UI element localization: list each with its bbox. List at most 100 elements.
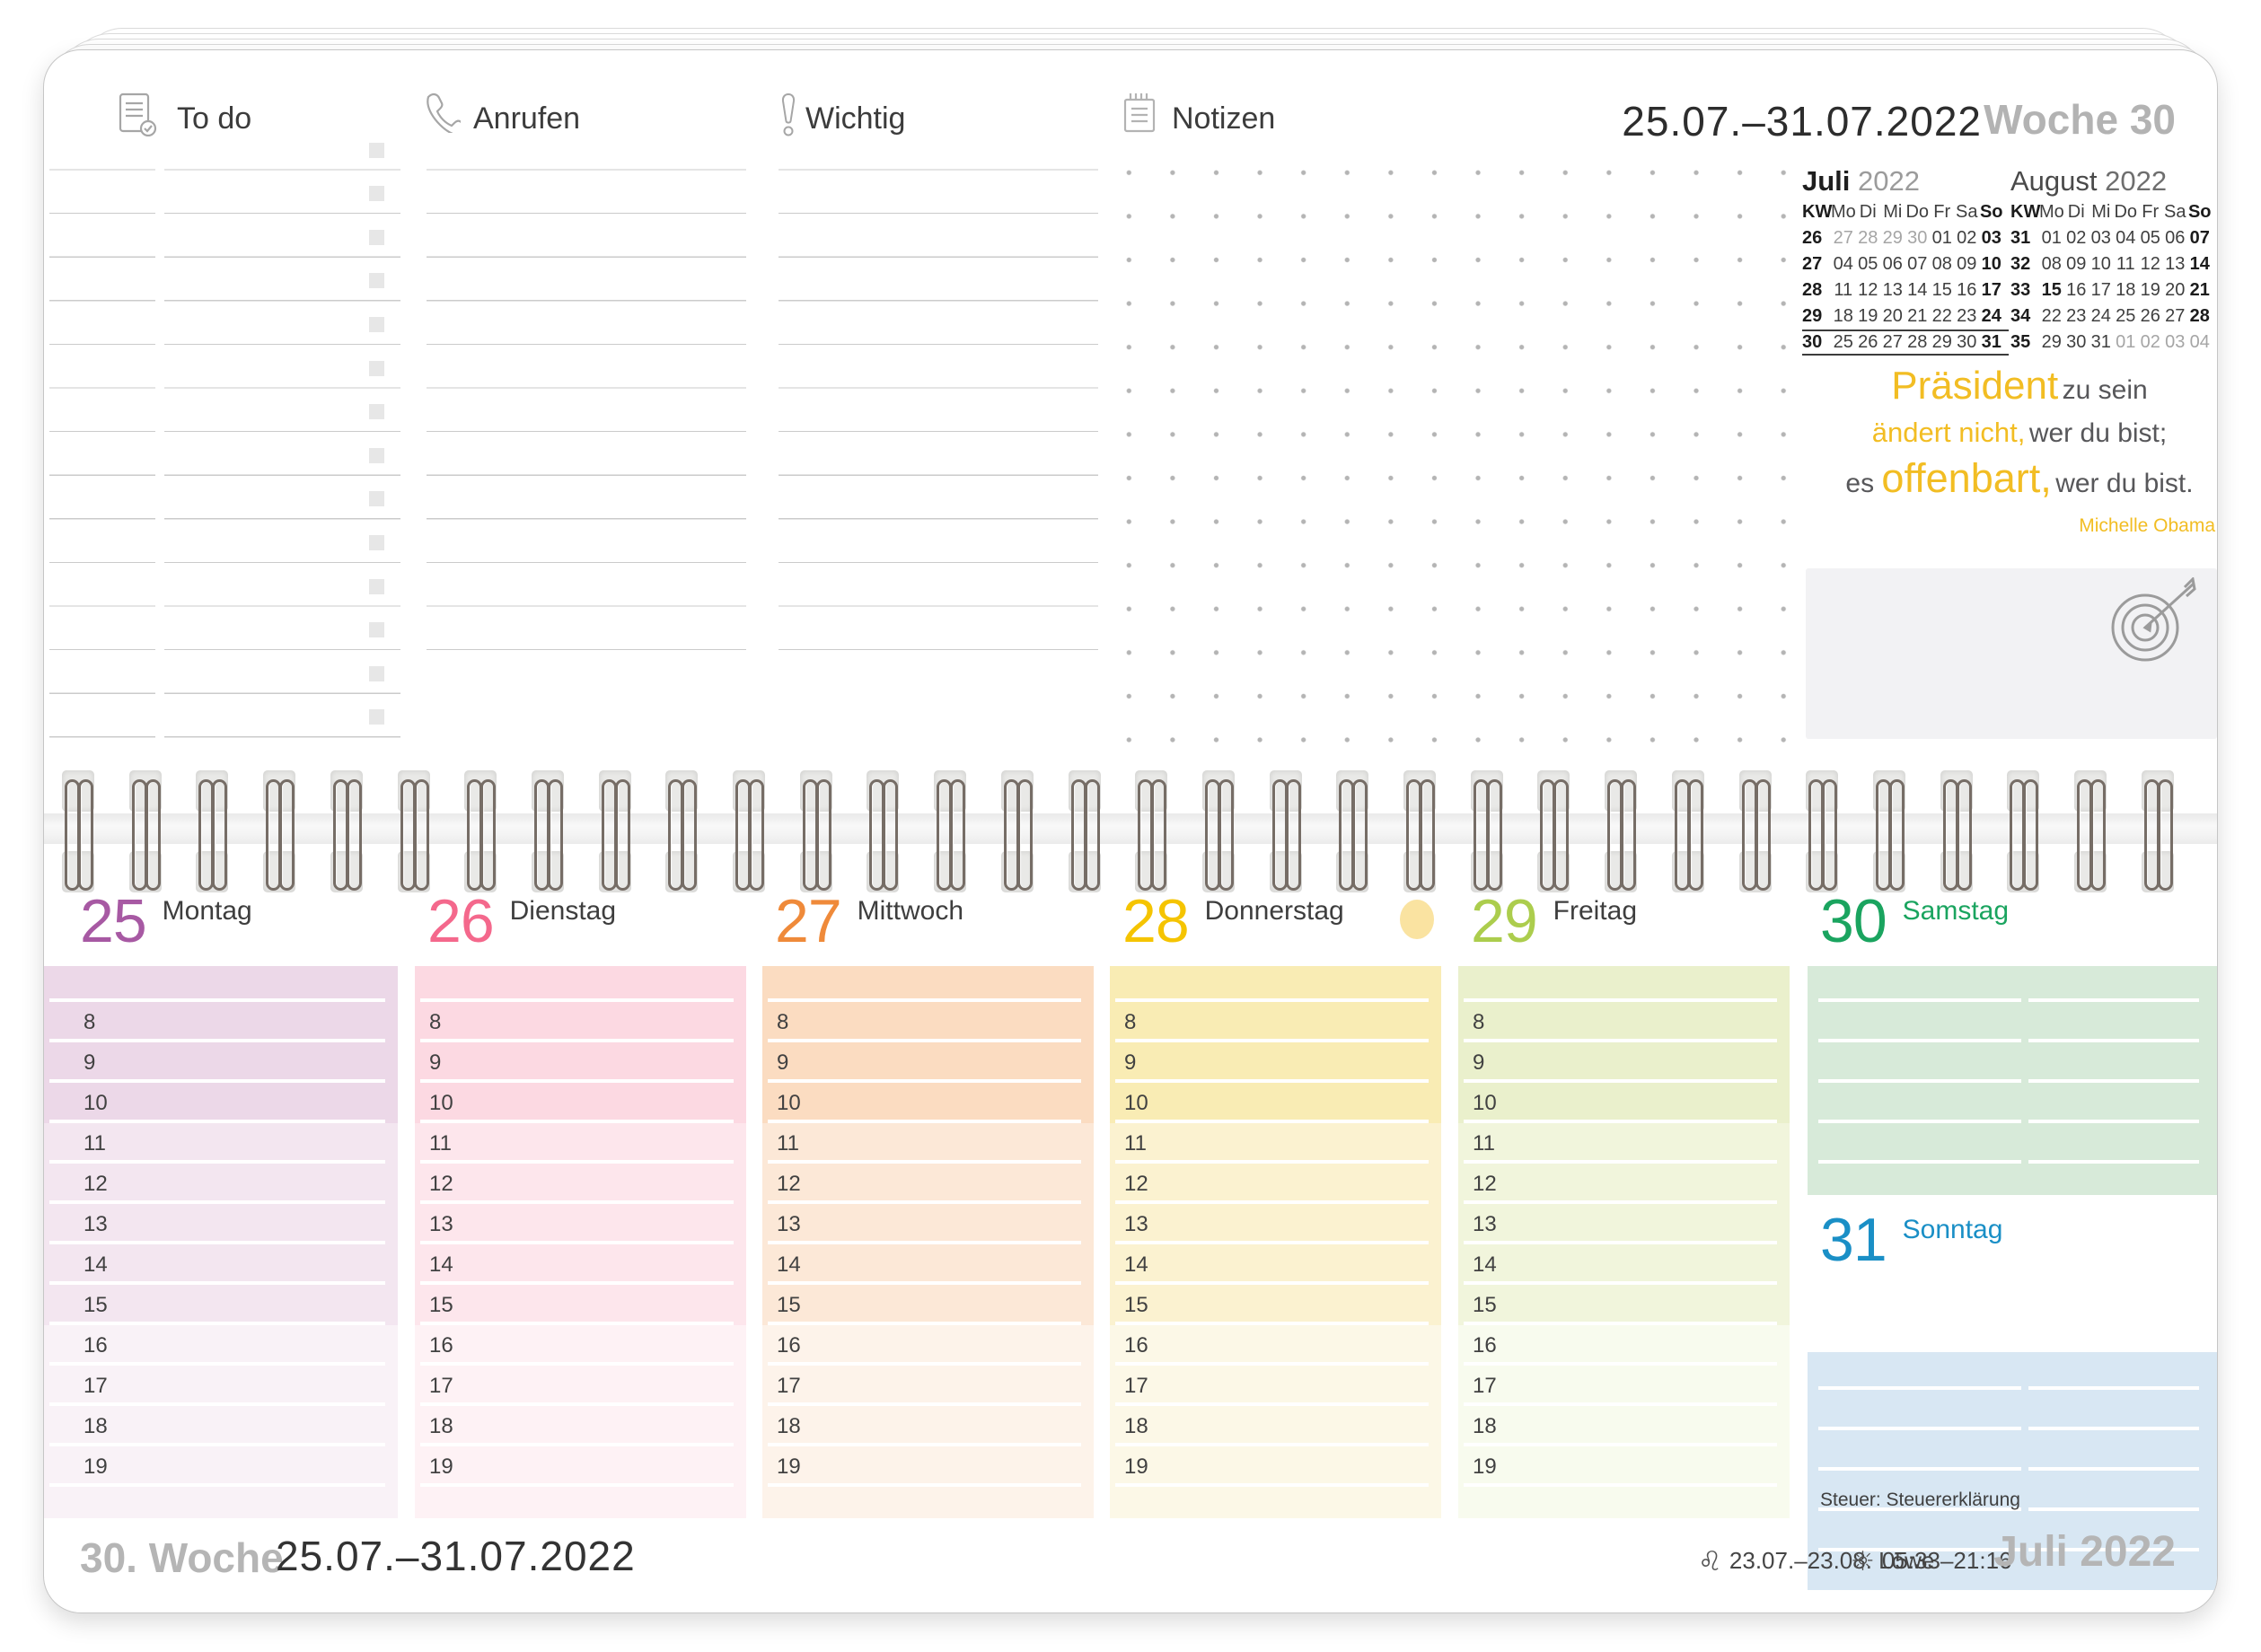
calendar-cell: 06 [1882, 254, 1903, 274]
hour-label: 8 [84, 1009, 96, 1034]
binding-wire [346, 779, 362, 891]
day-name: Samstag [1902, 896, 2010, 926]
hour-row: 19 [1458, 1446, 1790, 1487]
calendar-cell: 16 [1957, 280, 1977, 300]
calendar-cell: 29 [1802, 306, 1823, 326]
hour-row: 17 [1458, 1366, 1790, 1406]
calendar-cell: 19 [2140, 280, 2160, 300]
todo-checkbox [369, 229, 384, 245]
hour-label: 14 [1473, 1252, 1497, 1277]
hour-row: 13 [415, 1204, 746, 1244]
spiral-coil [1269, 769, 1302, 930]
hour-row: 8 [1110, 1002, 1441, 1042]
footer-sun-times: ☼ 05:33–21:16 [1851, 1546, 2012, 1577]
day-column-montag: 25 Montag 8 9 10 11 12 13 14 15 16 17 18 19 [44, 885, 398, 1523]
notepad-icon [1122, 92, 1157, 135]
calendar-cell: Fr [1933, 202, 1951, 222]
header-week-label: Woche 30 [1984, 96, 2176, 143]
ruled-row [1808, 1164, 2217, 1195]
day-header: 29 Freitag [1458, 885, 1790, 964]
calendar-cell: 34 [2010, 306, 2031, 326]
dartboard-target-icon [2104, 577, 2204, 667]
hour-label: 9 [429, 1050, 442, 1075]
binding-wire [1016, 779, 1033, 891]
spiral-coil [1403, 769, 1436, 930]
hour-label: 12 [429, 1171, 453, 1196]
ruled-row [415, 966, 746, 1002]
hour-label: 17 [1473, 1373, 1497, 1398]
binding-wire [1755, 779, 1771, 891]
hour-label: 8 [1124, 1009, 1137, 1034]
ruled-row [44, 966, 398, 1002]
hour-row: 15 [415, 1285, 746, 1325]
calendar-cell: 03 [1981, 228, 2001, 248]
binding-wire [1420, 779, 1435, 891]
sunday-note: Steuer: Steuererklärung [1820, 1489, 2020, 1510]
notes-section-label: Notizen [1172, 101, 1276, 136]
goal-notes-box [1806, 568, 2217, 739]
hour-label: 12 [1473, 1171, 1497, 1196]
calendar-week-row: 31 01 02 03 04 05 06 07 [2010, 225, 2217, 251]
calendar-cell: 02 [2066, 228, 2087, 248]
calendar-cell: 04 [2116, 228, 2136, 248]
calendar-cell: Mo [1831, 202, 1856, 222]
calendar-cell: 03 [2090, 228, 2111, 248]
hour-row: 9 [44, 1042, 398, 1083]
header-date-range: 25.07.–31.07.2022 [1622, 98, 1982, 145]
ruled-row [1458, 966, 1790, 1002]
binding-wire [547, 779, 563, 891]
hour-label: 19 [1473, 1454, 1497, 1479]
day-name: Freitag [1553, 896, 1638, 926]
quote-author: Michelle Obama [2079, 515, 2215, 536]
calendar-cell: 28 [1802, 280, 1823, 300]
hour-row: 14 [1110, 1244, 1441, 1285]
calendar-cell: 31 [2090, 332, 2111, 352]
quote-text: wer du bist. [2055, 469, 2194, 498]
hour-row: 13 [1458, 1204, 1790, 1244]
hour-label: 17 [777, 1373, 801, 1398]
calendar-cell: 13 [2165, 254, 2186, 274]
binding-wire [1888, 779, 1905, 891]
calendar-cell: Di [2067, 202, 2085, 222]
spiral-coil [1537, 769, 1570, 930]
ruled-row [1808, 1123, 2217, 1164]
todo-checkbox [369, 142, 384, 158]
binding-wire [682, 779, 698, 891]
spiral-coil [196, 769, 229, 930]
calendar-cell: 28 [2189, 306, 2210, 326]
spiral-coil [1872, 769, 1905, 930]
hour-row: 14 [44, 1244, 398, 1285]
quote-line: ändert nicht, wer du bist; [1822, 418, 2217, 447]
calendar-cell: 01 [2116, 332, 2136, 352]
calendar-cell: 19 [1858, 306, 1878, 326]
hour-row: 19 [415, 1446, 746, 1487]
spiral-coil [2007, 769, 2040, 930]
calendar-cell: 22 [2041, 306, 2062, 326]
hour-label: 18 [777, 1413, 801, 1438]
hour-row: 19 [1110, 1446, 1441, 1487]
hour-row: 13 [44, 1204, 398, 1244]
spiral-coil [1068, 769, 1101, 930]
hour-label: 11 [777, 1130, 799, 1156]
quote-line: es offenbart, wer du bist. [1822, 458, 2217, 498]
day-header: 26 Dienstag [415, 885, 746, 964]
hour-label: 16 [1473, 1332, 1497, 1358]
moon-phase-dot [1400, 900, 1434, 939]
ruled-row [762, 1487, 1094, 1518]
calendar-cell: 24 [2090, 306, 2111, 326]
quote-text: wer du bist; [2028, 418, 2168, 448]
calendar-cell: 05 [2140, 228, 2160, 248]
hour-row: 9 [415, 1042, 746, 1083]
ruled-row [1808, 1002, 2217, 1042]
hour-label: 12 [777, 1171, 801, 1196]
spiral-coil [263, 769, 296, 930]
hour-label: 13 [84, 1211, 108, 1236]
calendar-cell: Sa [1956, 202, 1978, 222]
calendar-cell: 30 [1907, 228, 1928, 248]
hour-row: 16 [1110, 1325, 1441, 1366]
hour-row: 12 [1458, 1164, 1790, 1204]
todo-lines [164, 127, 400, 746]
binding-wire [145, 779, 161, 891]
calendar-cell: 03 [2165, 332, 2186, 352]
day-header: 27 Mittwoch [762, 885, 1094, 964]
